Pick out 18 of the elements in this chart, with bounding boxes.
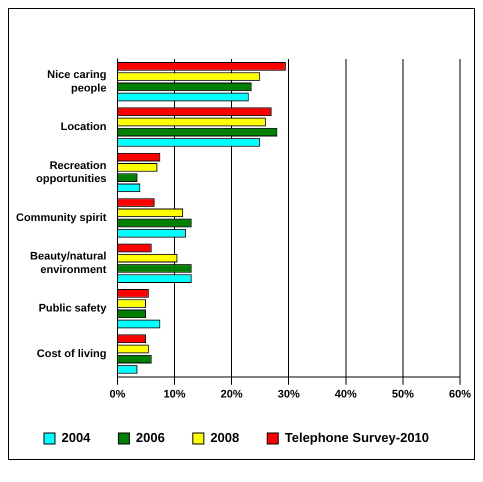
x-tick-label: 40% [334, 388, 358, 400]
x-tick-label: 30% [278, 388, 300, 400]
y-tick-label: Community spirit [16, 212, 107, 224]
x-tick-label: 20% [220, 388, 243, 400]
legend-label: 2006 [136, 430, 165, 446]
x-tick-label: 60% [448, 388, 472, 400]
x-tick-label: 0% [109, 388, 126, 400]
legend-label: Telephone Survey-2010 [284, 430, 430, 446]
x-tick-label: 50% [392, 388, 414, 400]
y-tick-label: Cost of living [36, 348, 106, 360]
legend-label: 2004 [61, 430, 92, 446]
x-tick-label: 10% [164, 388, 186, 400]
y-tick-label: Recreation opportunities [36, 160, 107, 186]
legend-label: 2008 [210, 430, 240, 446]
y-tick-label: Beauty/natural environment [30, 250, 107, 276]
y-tick-label: Location [60, 121, 107, 134]
y-tick-label: Public safety [38, 302, 108, 315]
y-tick-label: Nice caring people [47, 69, 106, 94]
